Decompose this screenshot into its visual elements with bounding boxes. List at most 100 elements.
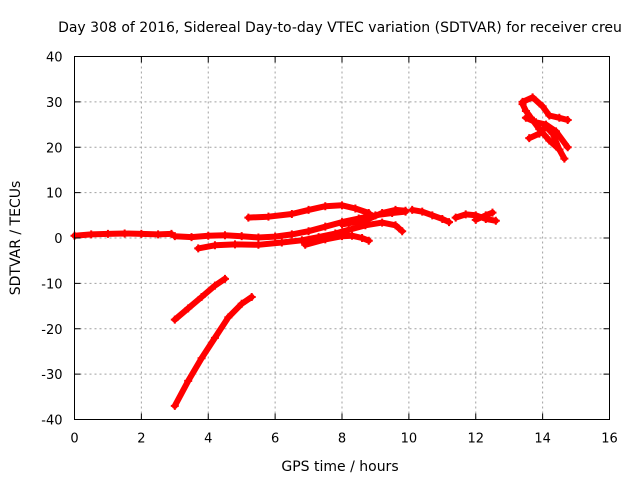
data-point	[87, 230, 96, 239]
data-series	[194, 218, 407, 253]
data-point	[528, 93, 537, 102]
y-tick-label: -10	[41, 277, 62, 292]
data-point	[264, 212, 273, 221]
data-point	[197, 354, 206, 363]
y-tick-label: 40	[46, 51, 63, 66]
data-point	[231, 240, 239, 249]
y-axis-label: SDTVAR / TECUs	[8, 181, 24, 296]
data-point	[351, 218, 360, 227]
data-point	[321, 202, 330, 211]
data-point	[338, 201, 346, 210]
data-point	[555, 145, 564, 154]
data-point	[401, 206, 410, 215]
data-series	[170, 292, 256, 410]
data-point	[525, 134, 534, 143]
data-point	[224, 313, 233, 322]
data-point	[461, 210, 470, 219]
data-point	[204, 231, 213, 240]
data-point	[210, 333, 219, 342]
data-point	[541, 122, 550, 131]
data-point	[428, 211, 437, 220]
data-point	[451, 213, 460, 222]
data-point	[301, 240, 310, 249]
data-point	[304, 227, 313, 236]
data-point	[471, 215, 480, 224]
data-series	[301, 231, 373, 249]
data-point	[555, 113, 564, 122]
data-point	[358, 234, 367, 242]
data-series	[408, 205, 453, 227]
x-tick-label: 6	[271, 432, 279, 447]
x-tick-label: 12	[467, 432, 484, 447]
data-point	[187, 233, 196, 242]
data-point	[545, 136, 554, 145]
data-point	[563, 116, 572, 125]
x-tick-label: 8	[338, 432, 346, 447]
data-point	[438, 214, 447, 223]
data-point	[344, 225, 353, 234]
data-point	[538, 102, 547, 111]
data-point	[391, 221, 400, 230]
data-point	[548, 129, 557, 138]
data-series	[518, 100, 564, 154]
data-point	[194, 244, 203, 253]
y-tick-label: 0	[54, 232, 62, 247]
data-point	[220, 274, 229, 283]
x-axis-label: GPS time / hours	[281, 459, 398, 475]
data-point	[364, 236, 373, 245]
data-point	[254, 240, 263, 249]
data-point	[210, 281, 219, 290]
data-point	[120, 229, 129, 238]
chart-title: Day 308 of 2016, Sidereal Day-to-day VTE…	[58, 20, 622, 36]
data-point	[338, 220, 346, 229]
x-tick-label: 14	[534, 432, 551, 447]
data-point	[271, 232, 280, 241]
y-tick-label: -20	[41, 323, 62, 338]
data-point	[244, 213, 253, 222]
data-point	[545, 111, 554, 120]
data-point	[254, 233, 263, 242]
data-point	[321, 235, 330, 244]
data-point	[287, 230, 296, 239]
data-point	[526, 113, 535, 122]
data-point	[408, 205, 417, 214]
tick-layer: 0 2 4 6 8 10 12 14 16 -40 -30 -20 -10 0 10 20 30 40	[41, 51, 618, 447]
data-point	[518, 100, 527, 109]
data-series	[170, 274, 229, 324]
data-point	[391, 205, 400, 214]
y-tick-label: 20	[46, 141, 63, 156]
data-point	[170, 315, 179, 324]
y-tick-label: 10	[46, 187, 63, 202]
data-series	[244, 201, 373, 222]
y-tick-label: -40	[41, 414, 62, 429]
data-point	[287, 209, 296, 218]
data-point	[491, 216, 500, 225]
data-point	[277, 238, 286, 247]
data-point	[103, 229, 112, 238]
x-tick-label: 10	[401, 432, 418, 447]
data-point	[321, 222, 330, 231]
data-point	[154, 230, 163, 239]
data-point	[560, 154, 569, 163]
data-point	[197, 292, 206, 301]
data-point	[247, 292, 256, 301]
data-point	[348, 231, 357, 240]
x-tick-label: 16	[601, 432, 618, 447]
data-point	[563, 143, 572, 152]
data-point	[488, 208, 497, 217]
data-point	[184, 304, 193, 313]
data-series	[471, 208, 497, 224]
x-tick-label: 0	[70, 432, 78, 447]
data-point	[170, 232, 179, 241]
series-layer	[70, 93, 572, 410]
data-point	[351, 204, 360, 213]
data-point	[210, 241, 219, 250]
data-point	[521, 106, 530, 115]
data-series	[338, 205, 410, 229]
y-tick-label: -30	[41, 368, 62, 383]
data-point	[220, 231, 229, 240]
data-point	[237, 299, 246, 308]
data-point	[378, 209, 387, 218]
data-point	[304, 205, 313, 214]
